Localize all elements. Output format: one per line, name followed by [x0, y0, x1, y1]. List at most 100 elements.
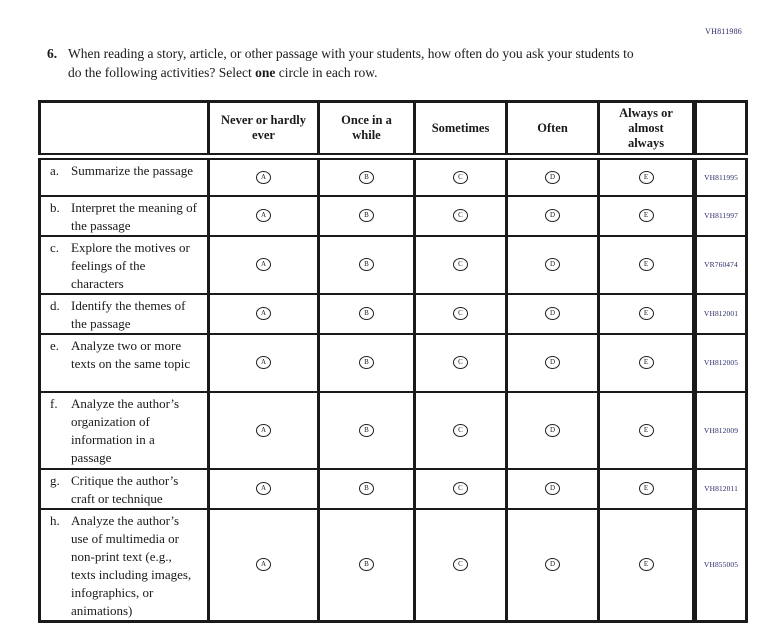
row-letter: d. [50, 297, 60, 313]
option-circle-a[interactable]: A [256, 482, 271, 496]
option-cell: A [207, 155, 319, 196]
table-row-g: g. Critique the author’s craft or techniq… [39, 467, 747, 509]
option-circle-b[interactable]: B [359, 307, 374, 321]
option-cell: E [597, 194, 695, 236]
option-cell: D [505, 234, 599, 294]
option-cell: A [207, 332, 319, 392]
question-text-after: circle in each row. [275, 65, 378, 80]
option-circle-c[interactable]: C [453, 171, 468, 185]
option-circle-c[interactable]: C [453, 209, 468, 223]
table-row-c: c. Explore the motives or feelings of the… [39, 234, 747, 294]
row-label-text: Interpret the meaning of the passage [71, 199, 197, 233]
option-circle-d[interactable]: D [545, 558, 560, 572]
option-cell: E [597, 507, 695, 621]
option-circle-c[interactable]: C [453, 558, 468, 572]
row-label-cell: a. Summarize the passage [39, 155, 209, 196]
option-circle-b[interactable]: B [359, 356, 374, 370]
item-code: VH811997 [692, 194, 747, 236]
option-circle-e[interactable]: E [638, 171, 654, 185]
option-cell: C [413, 234, 507, 294]
option-cell: B [317, 507, 415, 621]
option-circle-a[interactable]: A [256, 209, 271, 223]
option-cell: C [413, 194, 507, 236]
option-cell: A [207, 390, 319, 469]
option-circle-b[interactable]: B [359, 209, 374, 223]
option-circle-b[interactable]: B [359, 482, 374, 496]
option-cell: E [597, 332, 695, 392]
item-code: VH855005 [692, 507, 747, 621]
option-cell: C [413, 155, 507, 196]
option-circle-d[interactable]: D [545, 307, 560, 321]
option-cell: C [413, 390, 507, 469]
row-letter: h. [50, 512, 60, 528]
option-circle-b[interactable]: B [359, 558, 374, 572]
option-circle-e[interactable]: E [638, 423, 654, 437]
table-row-b: b. Interpret the meaning of the passage A… [39, 194, 747, 236]
option-cell: D [505, 507, 599, 621]
question-text-emphasis: one [255, 65, 276, 80]
option-cell: E [597, 234, 695, 294]
option-circle-a[interactable]: A [256, 423, 271, 437]
option-cell: D [505, 332, 599, 392]
option-circle-c[interactable]: C [453, 258, 468, 272]
header-code-cell [692, 101, 747, 160]
option-cell: A [207, 507, 319, 621]
table-row-f: f. Analyze the author’s organization of i… [39, 390, 747, 469]
row-label-cell: h. Analyze the author’s use of multimedia… [39, 507, 209, 621]
row-label-text: Analyze the author’s organization of inf… [71, 395, 180, 465]
option-circle-e[interactable]: E [638, 356, 654, 370]
header-blank-cell [39, 101, 209, 160]
option-circle-e[interactable]: E [638, 558, 654, 572]
option-circle-c[interactable]: C [453, 423, 468, 437]
option-cell: A [207, 292, 319, 334]
option-circle-e[interactable]: E [638, 482, 654, 496]
option-circle-a[interactable]: A [256, 171, 271, 185]
row-label-text: Explore the motives or feelings of the c… [71, 239, 190, 291]
option-cell: E [597, 467, 695, 509]
row-letter: g. [50, 472, 60, 488]
option-circle-b[interactable]: B [359, 171, 374, 185]
row-label-cell: d. Identify the themes of the passage [39, 292, 209, 334]
option-cell: D [505, 194, 599, 236]
option-circle-a[interactable]: A [256, 258, 271, 272]
row-label-text: Critique the author’s craft or technique [71, 472, 179, 506]
option-cell: B [317, 332, 415, 392]
option-cell: D [505, 390, 599, 469]
option-circle-b[interactable]: B [359, 258, 374, 272]
header-row: Never or hardly ever Once in a while Som… [39, 101, 747, 160]
option-circle-d[interactable]: D [545, 209, 560, 223]
question-number: 6. [47, 46, 58, 61]
option-circle-d[interactable]: D [545, 258, 560, 272]
option-circle-e[interactable]: E [638, 307, 654, 321]
option-circle-b[interactable]: B [359, 423, 374, 437]
option-circle-c[interactable]: C [453, 307, 468, 321]
option-circle-d[interactable]: D [545, 356, 560, 370]
option-cell: C [413, 292, 507, 334]
option-circle-a[interactable]: A [256, 356, 271, 370]
option-circle-d[interactable]: D [545, 423, 560, 437]
option-circle-a[interactable]: A [256, 558, 271, 572]
item-code: VR760474 [692, 234, 747, 294]
table-row-d: d. Identify the themes of the passage A B… [39, 292, 747, 334]
option-circle-d[interactable]: D [545, 482, 560, 496]
row-letter: e. [50, 337, 60, 353]
option-circle-d[interactable]: D [545, 171, 560, 185]
row-label-cell: c. Explore the motives or feelings of the… [39, 234, 209, 294]
option-cell: C [413, 467, 507, 509]
option-cell: B [317, 194, 415, 236]
row-label-text: Analyze two or more texts on the same to… [71, 337, 191, 371]
row-label-cell: f. Analyze the author’s organization of i… [39, 390, 209, 469]
option-cell: D [505, 467, 599, 509]
option-circle-c[interactable]: C [453, 356, 468, 370]
question-text: When reading a story, article, or other … [68, 44, 643, 82]
option-cell: C [413, 507, 507, 621]
option-circle-e[interactable]: E [638, 258, 654, 272]
row-letter: b. [50, 199, 60, 215]
item-code: VH812011 [692, 467, 747, 509]
option-circle-a[interactable]: A [256, 307, 271, 321]
table-row-h: h. Analyze the author’s use of multimedia… [39, 507, 747, 621]
option-cell: B [317, 292, 415, 334]
option-circle-c[interactable]: C [453, 482, 468, 496]
row-label-text: Identify the themes of the passage [71, 297, 186, 331]
option-circle-e[interactable]: E [638, 209, 654, 223]
